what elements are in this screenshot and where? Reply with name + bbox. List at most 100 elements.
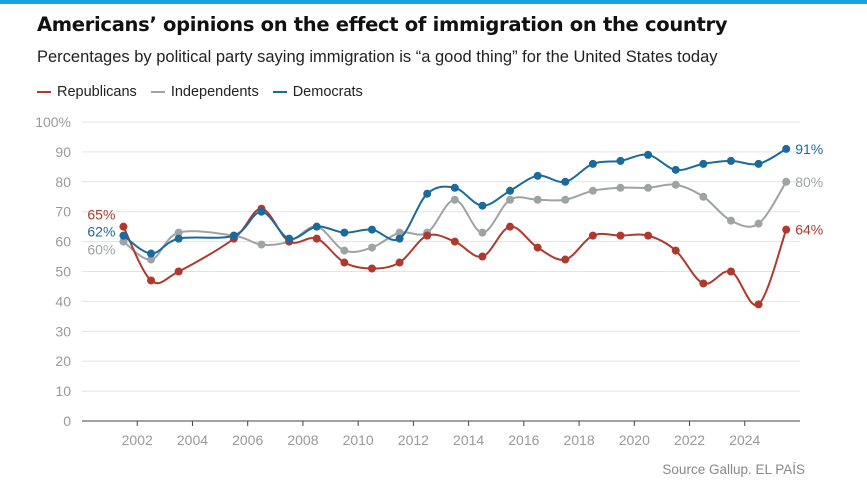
data-point-republicans <box>616 231 625 240</box>
chart-subtitle: Percentages by political party saying im… <box>37 48 718 66</box>
legend-label-democrats: Democrats <box>292 84 363 100</box>
last-value-label-republicans: 64% <box>795 222 823 238</box>
data-point-democrats <box>285 234 294 243</box>
legend-label-republicans: Republicans <box>57 84 137 100</box>
data-point-democrats <box>257 207 266 216</box>
data-point-independents <box>533 195 542 204</box>
data-point-independents <box>506 195 515 204</box>
data-point-republicans <box>395 258 404 267</box>
data-point-independents <box>644 183 653 192</box>
y-tick-label: 40 <box>55 293 71 309</box>
data-point-republicans <box>450 237 459 246</box>
y-tick-label: 50 <box>55 264 71 280</box>
data-point-democrats <box>561 177 570 186</box>
data-point-democrats <box>726 156 735 165</box>
data-point-republicans <box>588 231 597 240</box>
data-point-republicans <box>671 246 680 255</box>
data-point-republicans <box>174 267 183 276</box>
legend-item-republicans: Republicans <box>37 84 137 100</box>
legend-item-democrats: Democrats <box>272 84 363 100</box>
x-tick-label: 2024 <box>729 432 760 448</box>
data-point-independents <box>782 177 791 186</box>
data-point-democrats <box>782 144 791 153</box>
series-line-independents <box>122 181 788 261</box>
data-point-democrats <box>754 159 763 168</box>
data-point-independents <box>147 255 156 264</box>
x-tick-label: 2022 <box>674 432 705 448</box>
top-accent-rule <box>0 0 867 4</box>
last-value-label-independents: 80% <box>795 174 823 190</box>
data-point-republicans <box>561 255 570 264</box>
first-value-label-republicans: 65% <box>87 207 115 223</box>
data-point-independents <box>671 180 680 189</box>
y-tick-label: 30 <box>55 323 71 339</box>
data-point-republicans <box>782 225 791 234</box>
y-tick-label: 80 <box>55 174 71 190</box>
last-value-label-democrats: 91% <box>795 141 823 157</box>
x-tick-label: 2014 <box>453 432 484 448</box>
data-point-independents <box>561 195 570 204</box>
data-point-independents <box>174 228 183 237</box>
x-tick-label: 2004 <box>177 432 208 448</box>
data-point-republicans <box>506 222 515 231</box>
x-tick-label: 2012 <box>398 432 429 448</box>
data-point-democrats <box>644 150 653 159</box>
data-point-democrats <box>699 159 708 168</box>
data-point-independents <box>395 228 404 237</box>
y-tick-label: 70 <box>55 204 71 220</box>
y-tick-label: 0 <box>63 413 71 429</box>
legend: Republicans Independents Democrats <box>37 84 363 100</box>
y-tick-label: 10 <box>55 383 71 399</box>
y-tick-label: 20 <box>55 353 71 369</box>
data-point-democrats <box>478 201 487 210</box>
data-point-democrats <box>423 189 432 198</box>
legend-swatch-democrats <box>272 91 287 93</box>
data-point-independents <box>699 192 708 201</box>
data-point-democrats <box>588 159 597 168</box>
data-point-republicans <box>147 276 156 285</box>
data-point-independents <box>367 243 376 252</box>
legend-label-independents: Independents <box>170 84 259 100</box>
legend-item-independents: Independents <box>150 84 259 100</box>
data-point-democrats <box>312 222 321 231</box>
legend-swatch-republicans <box>37 91 51 93</box>
data-point-independents <box>726 216 735 225</box>
y-tick-label: 90 <box>55 144 71 160</box>
x-tick-label: 2018 <box>563 432 594 448</box>
data-point-independents <box>257 240 266 249</box>
data-point-democrats <box>147 249 156 258</box>
data-point-republicans <box>699 279 708 288</box>
data-point-independents <box>754 219 763 228</box>
x-tick-label: 2002 <box>122 432 153 448</box>
source-note: Source Gallup. EL PAÍS <box>662 462 805 477</box>
legend-swatch-independents <box>150 91 165 93</box>
chart-title: Americans’ opinions on the effect of imm… <box>37 13 728 36</box>
data-point-democrats <box>174 234 183 243</box>
data-point-independents <box>119 237 128 246</box>
first-value-label-democrats: 62% <box>87 224 115 240</box>
data-point-republicans <box>340 258 349 267</box>
data-point-democrats <box>229 231 238 240</box>
data-point-republicans <box>119 222 128 231</box>
data-point-republicans <box>726 267 735 276</box>
data-point-democrats <box>450 183 459 192</box>
data-point-democrats <box>616 156 625 165</box>
x-tick-label: 2008 <box>287 432 318 448</box>
data-point-independents <box>478 228 487 237</box>
data-point-democrats <box>367 225 376 234</box>
data-point-democrats <box>506 186 515 195</box>
x-tick-label: 2010 <box>343 432 374 448</box>
data-point-democrats <box>395 234 404 243</box>
data-point-democrats <box>533 171 542 180</box>
data-point-republicans <box>367 264 376 273</box>
data-point-republicans <box>754 300 763 309</box>
series-line-republicans <box>122 207 788 307</box>
x-tick-label: 2016 <box>508 432 539 448</box>
data-point-republicans <box>478 252 487 261</box>
data-point-independents <box>588 186 597 195</box>
y-tick-label: 100% <box>35 114 71 130</box>
data-point-republicans <box>312 234 321 243</box>
data-point-democrats <box>119 231 128 240</box>
first-value-label-independents: 60% <box>87 242 115 258</box>
